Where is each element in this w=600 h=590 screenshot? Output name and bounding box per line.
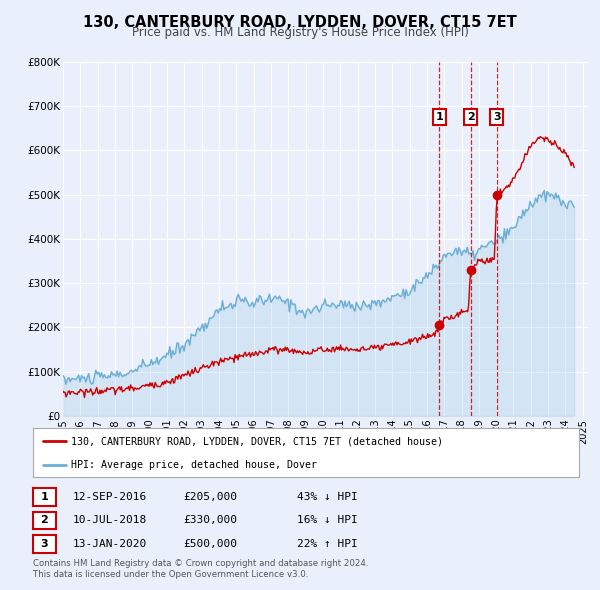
Text: 1: 1 <box>435 112 443 122</box>
Text: HPI: Average price, detached house, Dover: HPI: Average price, detached house, Dove… <box>71 460 317 470</box>
Text: 3: 3 <box>41 539 48 549</box>
Text: This data is licensed under the Open Government Licence v3.0.: This data is licensed under the Open Gov… <box>33 571 308 579</box>
Text: £330,000: £330,000 <box>183 516 237 525</box>
Text: £500,000: £500,000 <box>183 539 237 549</box>
Text: 12-SEP-2016: 12-SEP-2016 <box>73 492 148 502</box>
Text: 1: 1 <box>41 492 48 502</box>
Text: 22% ↑ HPI: 22% ↑ HPI <box>297 539 358 549</box>
Text: 3: 3 <box>493 112 500 122</box>
Text: 130, CANTERBURY ROAD, LYDDEN, DOVER, CT15 7ET: 130, CANTERBURY ROAD, LYDDEN, DOVER, CT1… <box>83 15 517 30</box>
Text: 2: 2 <box>467 112 475 122</box>
Text: 130, CANTERBURY ROAD, LYDDEN, DOVER, CT15 7ET (detached house): 130, CANTERBURY ROAD, LYDDEN, DOVER, CT1… <box>71 437 443 447</box>
Text: Contains HM Land Registry data © Crown copyright and database right 2024.: Contains HM Land Registry data © Crown c… <box>33 559 368 568</box>
Text: 13-JAN-2020: 13-JAN-2020 <box>73 539 148 549</box>
Text: £205,000: £205,000 <box>183 492 237 502</box>
Text: 43% ↓ HPI: 43% ↓ HPI <box>297 492 358 502</box>
Text: 16% ↓ HPI: 16% ↓ HPI <box>297 516 358 525</box>
Text: Price paid vs. HM Land Registry's House Price Index (HPI): Price paid vs. HM Land Registry's House … <box>131 26 469 39</box>
Text: 10-JUL-2018: 10-JUL-2018 <box>73 516 148 525</box>
Text: 2: 2 <box>41 516 48 525</box>
